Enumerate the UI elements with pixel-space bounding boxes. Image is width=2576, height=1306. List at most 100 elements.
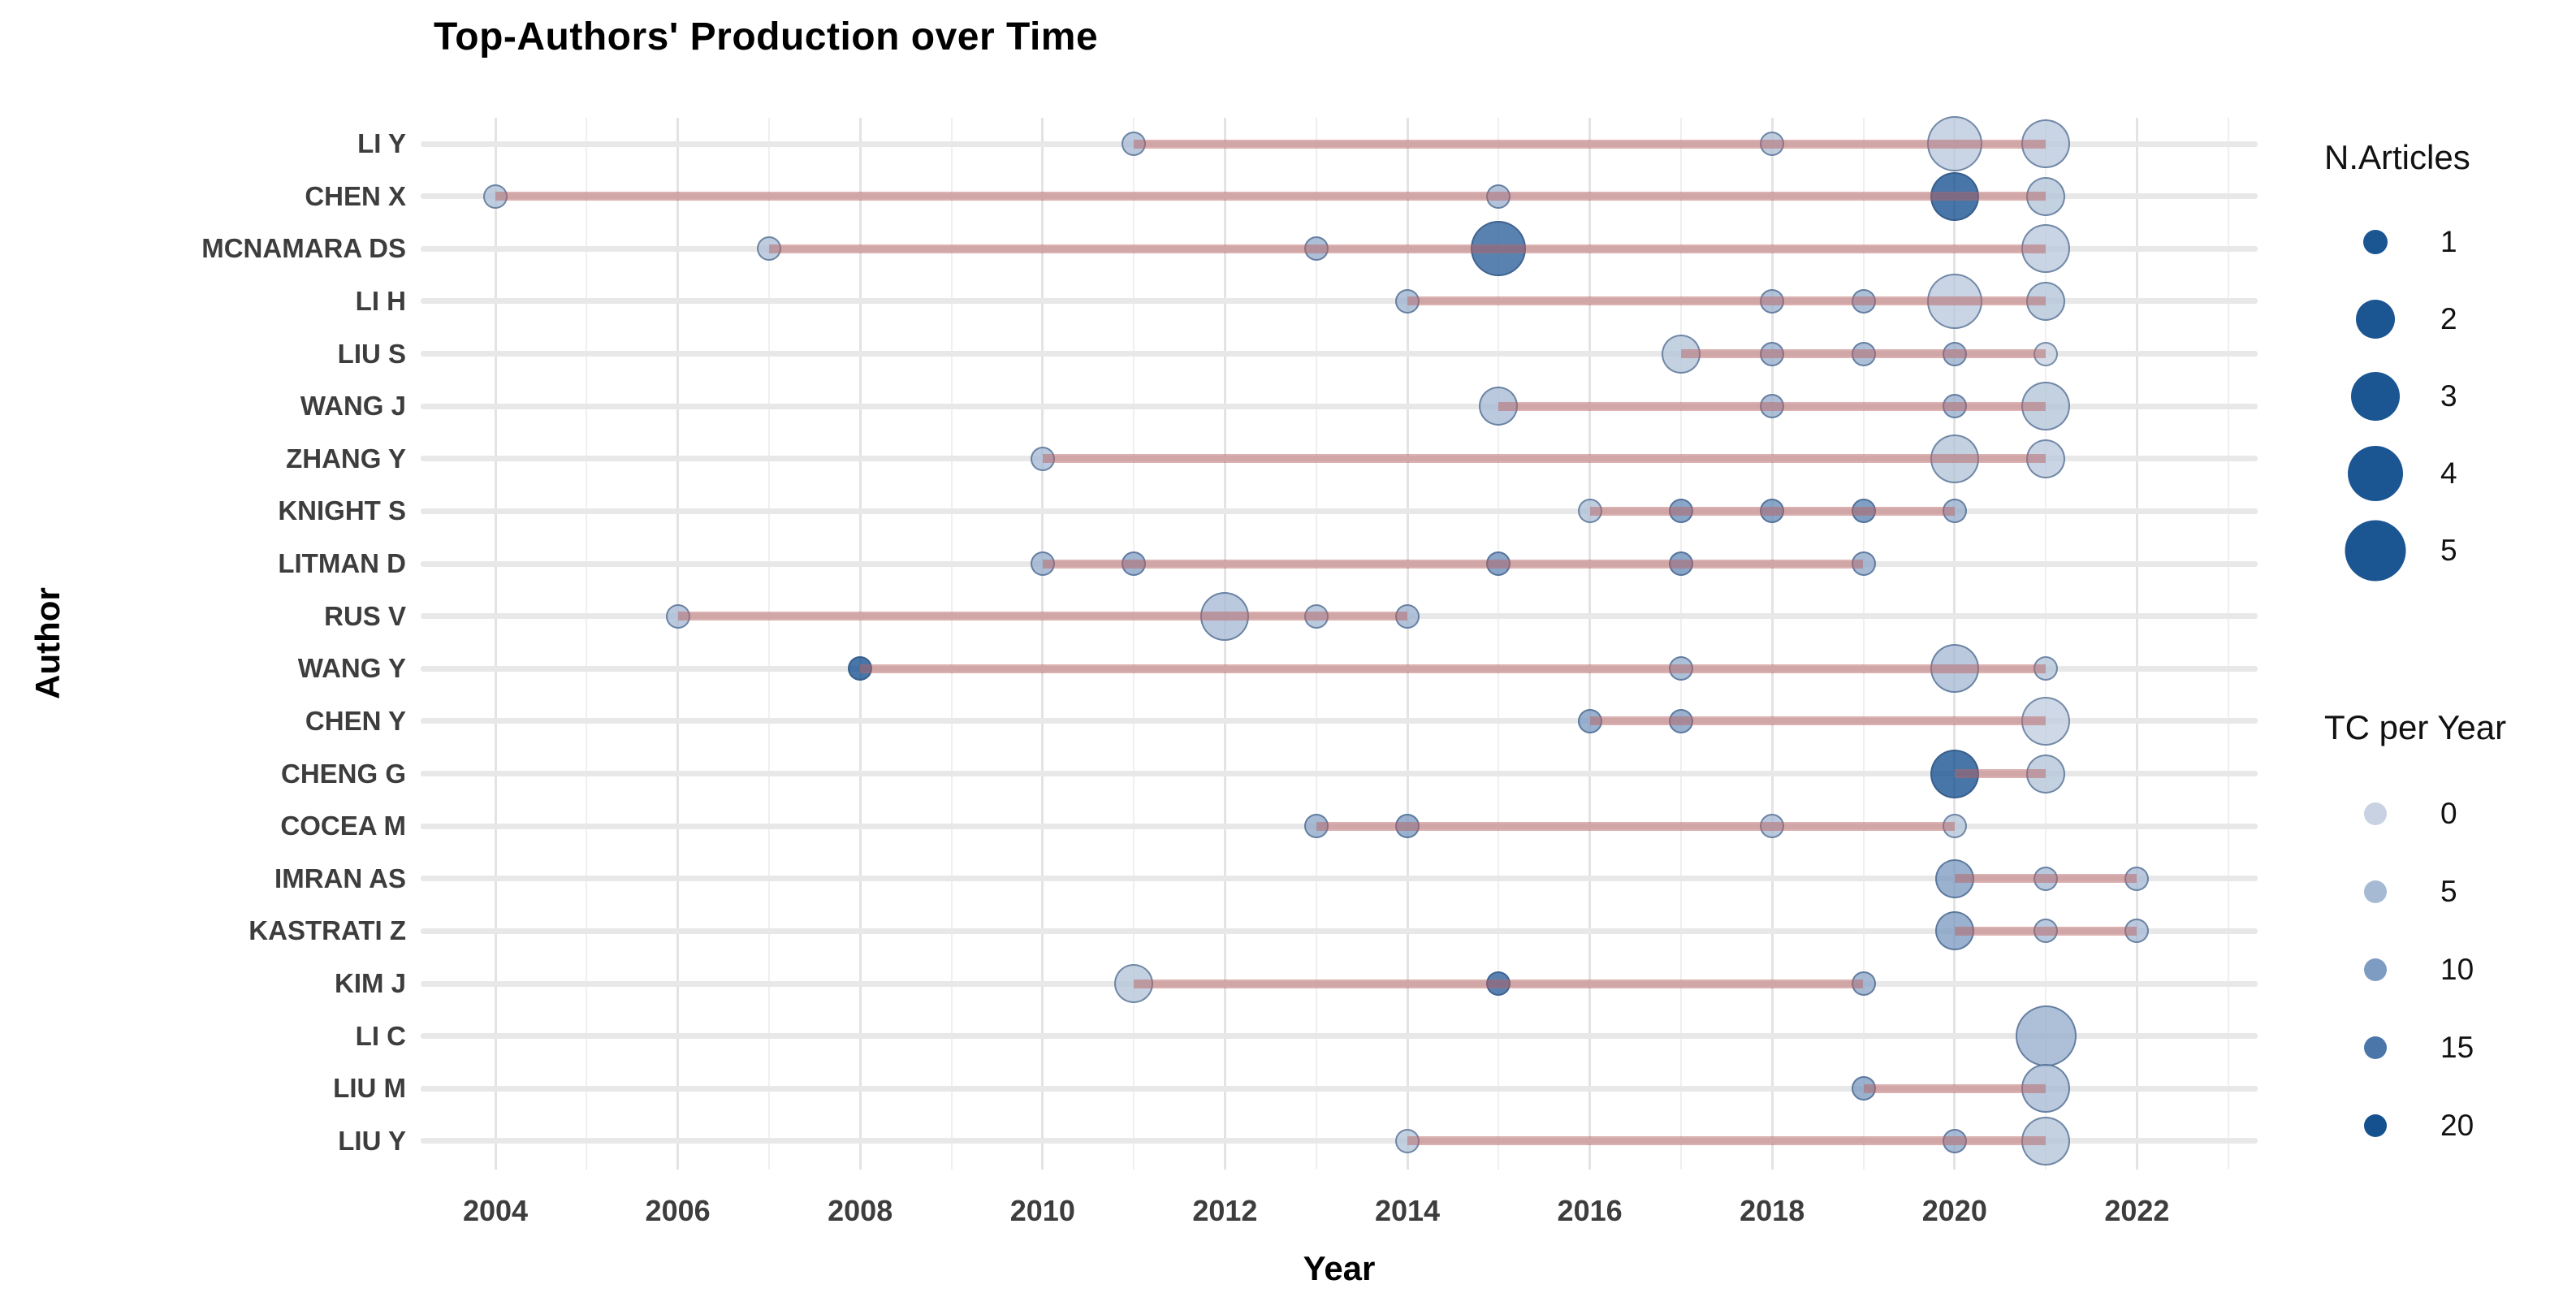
timeline-liu-s bbox=[1680, 349, 2047, 359]
author-label-li-c: LI C bbox=[355, 1020, 406, 1051]
author-row-line bbox=[421, 351, 2258, 357]
author-label-cheng-g: CHENG G bbox=[280, 758, 406, 789]
author-row-line bbox=[421, 298, 2258, 305]
x-tick-2020: 2020 bbox=[1921, 1194, 1987, 1227]
author-label-wang-j: WANG J bbox=[300, 391, 406, 422]
size-legend-label-5: 5 bbox=[2440, 534, 2457, 567]
timeline-liu-m bbox=[1863, 1083, 2047, 1093]
author-label-imran-as: IMRAN AS bbox=[274, 863, 406, 893]
color-legend-dot-15 bbox=[2364, 1036, 2387, 1059]
timeline-chen-x bbox=[495, 192, 2047, 201]
author-label-liu-m: LIU M bbox=[333, 1073, 406, 1104]
timeline-knight-s bbox=[1589, 506, 1955, 516]
color-legend-dot-5 bbox=[2364, 880, 2387, 903]
gridline-minor-2009 bbox=[950, 118, 953, 1170]
color-legend-title: TC per Year bbox=[2324, 708, 2507, 746]
gridline-minor-2023 bbox=[2227, 118, 2229, 1170]
gridline-minor-2015 bbox=[1498, 118, 1500, 1170]
color-legend-dot-0 bbox=[2364, 802, 2387, 825]
color-legend-label-10: 10 bbox=[2440, 953, 2474, 986]
bubble-li-c-2021 bbox=[2015, 1005, 2077, 1067]
x-tick-2006: 2006 bbox=[645, 1194, 711, 1227]
timeline-li-y bbox=[1134, 139, 2047, 149]
timeline-liu-y bbox=[1407, 1136, 2047, 1146]
author-label-li-h: LI H bbox=[355, 285, 406, 316]
author-label-litman-d: LITMAN D bbox=[278, 548, 406, 579]
gridline-major-2012 bbox=[1223, 118, 1226, 1170]
gridline-minor-2005 bbox=[586, 118, 588, 1170]
x-tick-2016: 2016 bbox=[1557, 1194, 1623, 1227]
size-legend-title: N.Articles bbox=[2324, 138, 2470, 176]
chart-title: Top-Authors' Production over Time bbox=[434, 15, 1099, 58]
size-legend-label-1: 1 bbox=[2440, 225, 2457, 258]
author-row-line bbox=[421, 1138, 2258, 1144]
timeline-wang-y bbox=[860, 664, 2047, 673]
author-row-line bbox=[421, 876, 2258, 882]
author-label-chen-y: CHEN Y bbox=[305, 705, 406, 736]
author-label-kim-j: KIM J bbox=[334, 968, 406, 999]
color-legend-label-0: 0 bbox=[2440, 797, 2457, 830]
timeline-li-h bbox=[1407, 296, 2047, 306]
size-legend-label-4: 4 bbox=[2440, 456, 2457, 490]
author-row-line bbox=[421, 403, 2258, 409]
author-label-chen-x: CHEN X bbox=[305, 180, 406, 211]
author-label-zhang-y: ZHANG Y bbox=[286, 443, 406, 474]
size-legend-dot-3 bbox=[2351, 372, 2400, 421]
author-row-line bbox=[421, 771, 2258, 777]
author-label-liu-s: LIU S bbox=[337, 338, 406, 369]
x-tick-2022: 2022 bbox=[2104, 1194, 2170, 1227]
author-label-wang-y: WANG Y bbox=[297, 653, 406, 684]
timeline-cheng-g bbox=[1954, 769, 2047, 779]
size-legend-dot-5 bbox=[2345, 520, 2406, 582]
timeline-mcnamara-ds bbox=[768, 244, 2047, 253]
size-legend-label-2: 2 bbox=[2440, 302, 2457, 335]
color-legend-label-15: 15 bbox=[2440, 1031, 2474, 1064]
timeline-rus-v bbox=[677, 612, 1407, 621]
y-axis-title: Author bbox=[28, 587, 67, 699]
timeline-cocea-m bbox=[1316, 821, 1955, 831]
author-label-kastrati-z: KASTRATI Z bbox=[249, 915, 406, 946]
timeline-imran-as bbox=[1954, 874, 2137, 884]
gridline-minor-2007 bbox=[767, 118, 770, 1170]
timeline-kim-j bbox=[1134, 979, 1864, 988]
author-row-line bbox=[421, 508, 2258, 514]
size-legend-dot-1 bbox=[2363, 230, 2388, 254]
size-legend-dot-4 bbox=[2348, 446, 2403, 501]
color-legend-dot-20 bbox=[2364, 1114, 2387, 1137]
gridline-minor-2013 bbox=[1315, 118, 1317, 1170]
bubble-cheng-g-2021 bbox=[2026, 754, 2066, 794]
author-label-mcnamara-ds: MCNAMARA DS bbox=[201, 233, 406, 264]
gridline-major-2016 bbox=[1588, 118, 1592, 1170]
gridline-major-2018 bbox=[1770, 118, 1774, 1170]
x-tick-2014: 2014 bbox=[1374, 1194, 1441, 1227]
gridline-major-2004 bbox=[494, 118, 497, 1170]
x-tick-2012: 2012 bbox=[1192, 1194, 1258, 1227]
x-tick-2018: 2018 bbox=[1740, 1194, 1805, 1227]
plot-panel bbox=[421, 116, 2258, 1170]
gridline-major-2022 bbox=[2135, 118, 2138, 1170]
author-label-rus-v: RUS V bbox=[324, 600, 406, 631]
color-legend-dot-10 bbox=[2364, 958, 2387, 981]
timeline-litman-d bbox=[1042, 559, 1864, 569]
author-row-line bbox=[421, 1033, 2258, 1040]
gridline-minor-2017 bbox=[1679, 118, 1682, 1170]
x-tick-2010: 2010 bbox=[1009, 1194, 1075, 1227]
x-tick-2004: 2004 bbox=[462, 1194, 529, 1227]
author-row-line bbox=[421, 1085, 2258, 1092]
gridline-minor-2011 bbox=[1133, 118, 1135, 1170]
author-label-liu-y: LIU Y bbox=[338, 1125, 406, 1156]
author-label-knight-s: KNIGHT S bbox=[278, 495, 406, 526]
gridline-major-2008 bbox=[858, 118, 862, 1170]
size-legend-label-3: 3 bbox=[2440, 379, 2457, 413]
author-label-cocea-m: COCEA M bbox=[280, 811, 406, 841]
author-row-line bbox=[421, 928, 2258, 934]
color-legend-label-20: 20 bbox=[2440, 1109, 2474, 1142]
author-label-li-y: LI Y bbox=[357, 128, 406, 158]
x-axis-title: Year bbox=[1303, 1249, 1376, 1287]
timeline-zhang-y bbox=[1042, 454, 2047, 464]
gridline-minor-2021 bbox=[2045, 118, 2047, 1170]
timeline-kastrati-z bbox=[1954, 926, 2137, 936]
color-legend-label-5: 5 bbox=[2440, 875, 2457, 908]
author-row-line bbox=[421, 718, 2258, 724]
